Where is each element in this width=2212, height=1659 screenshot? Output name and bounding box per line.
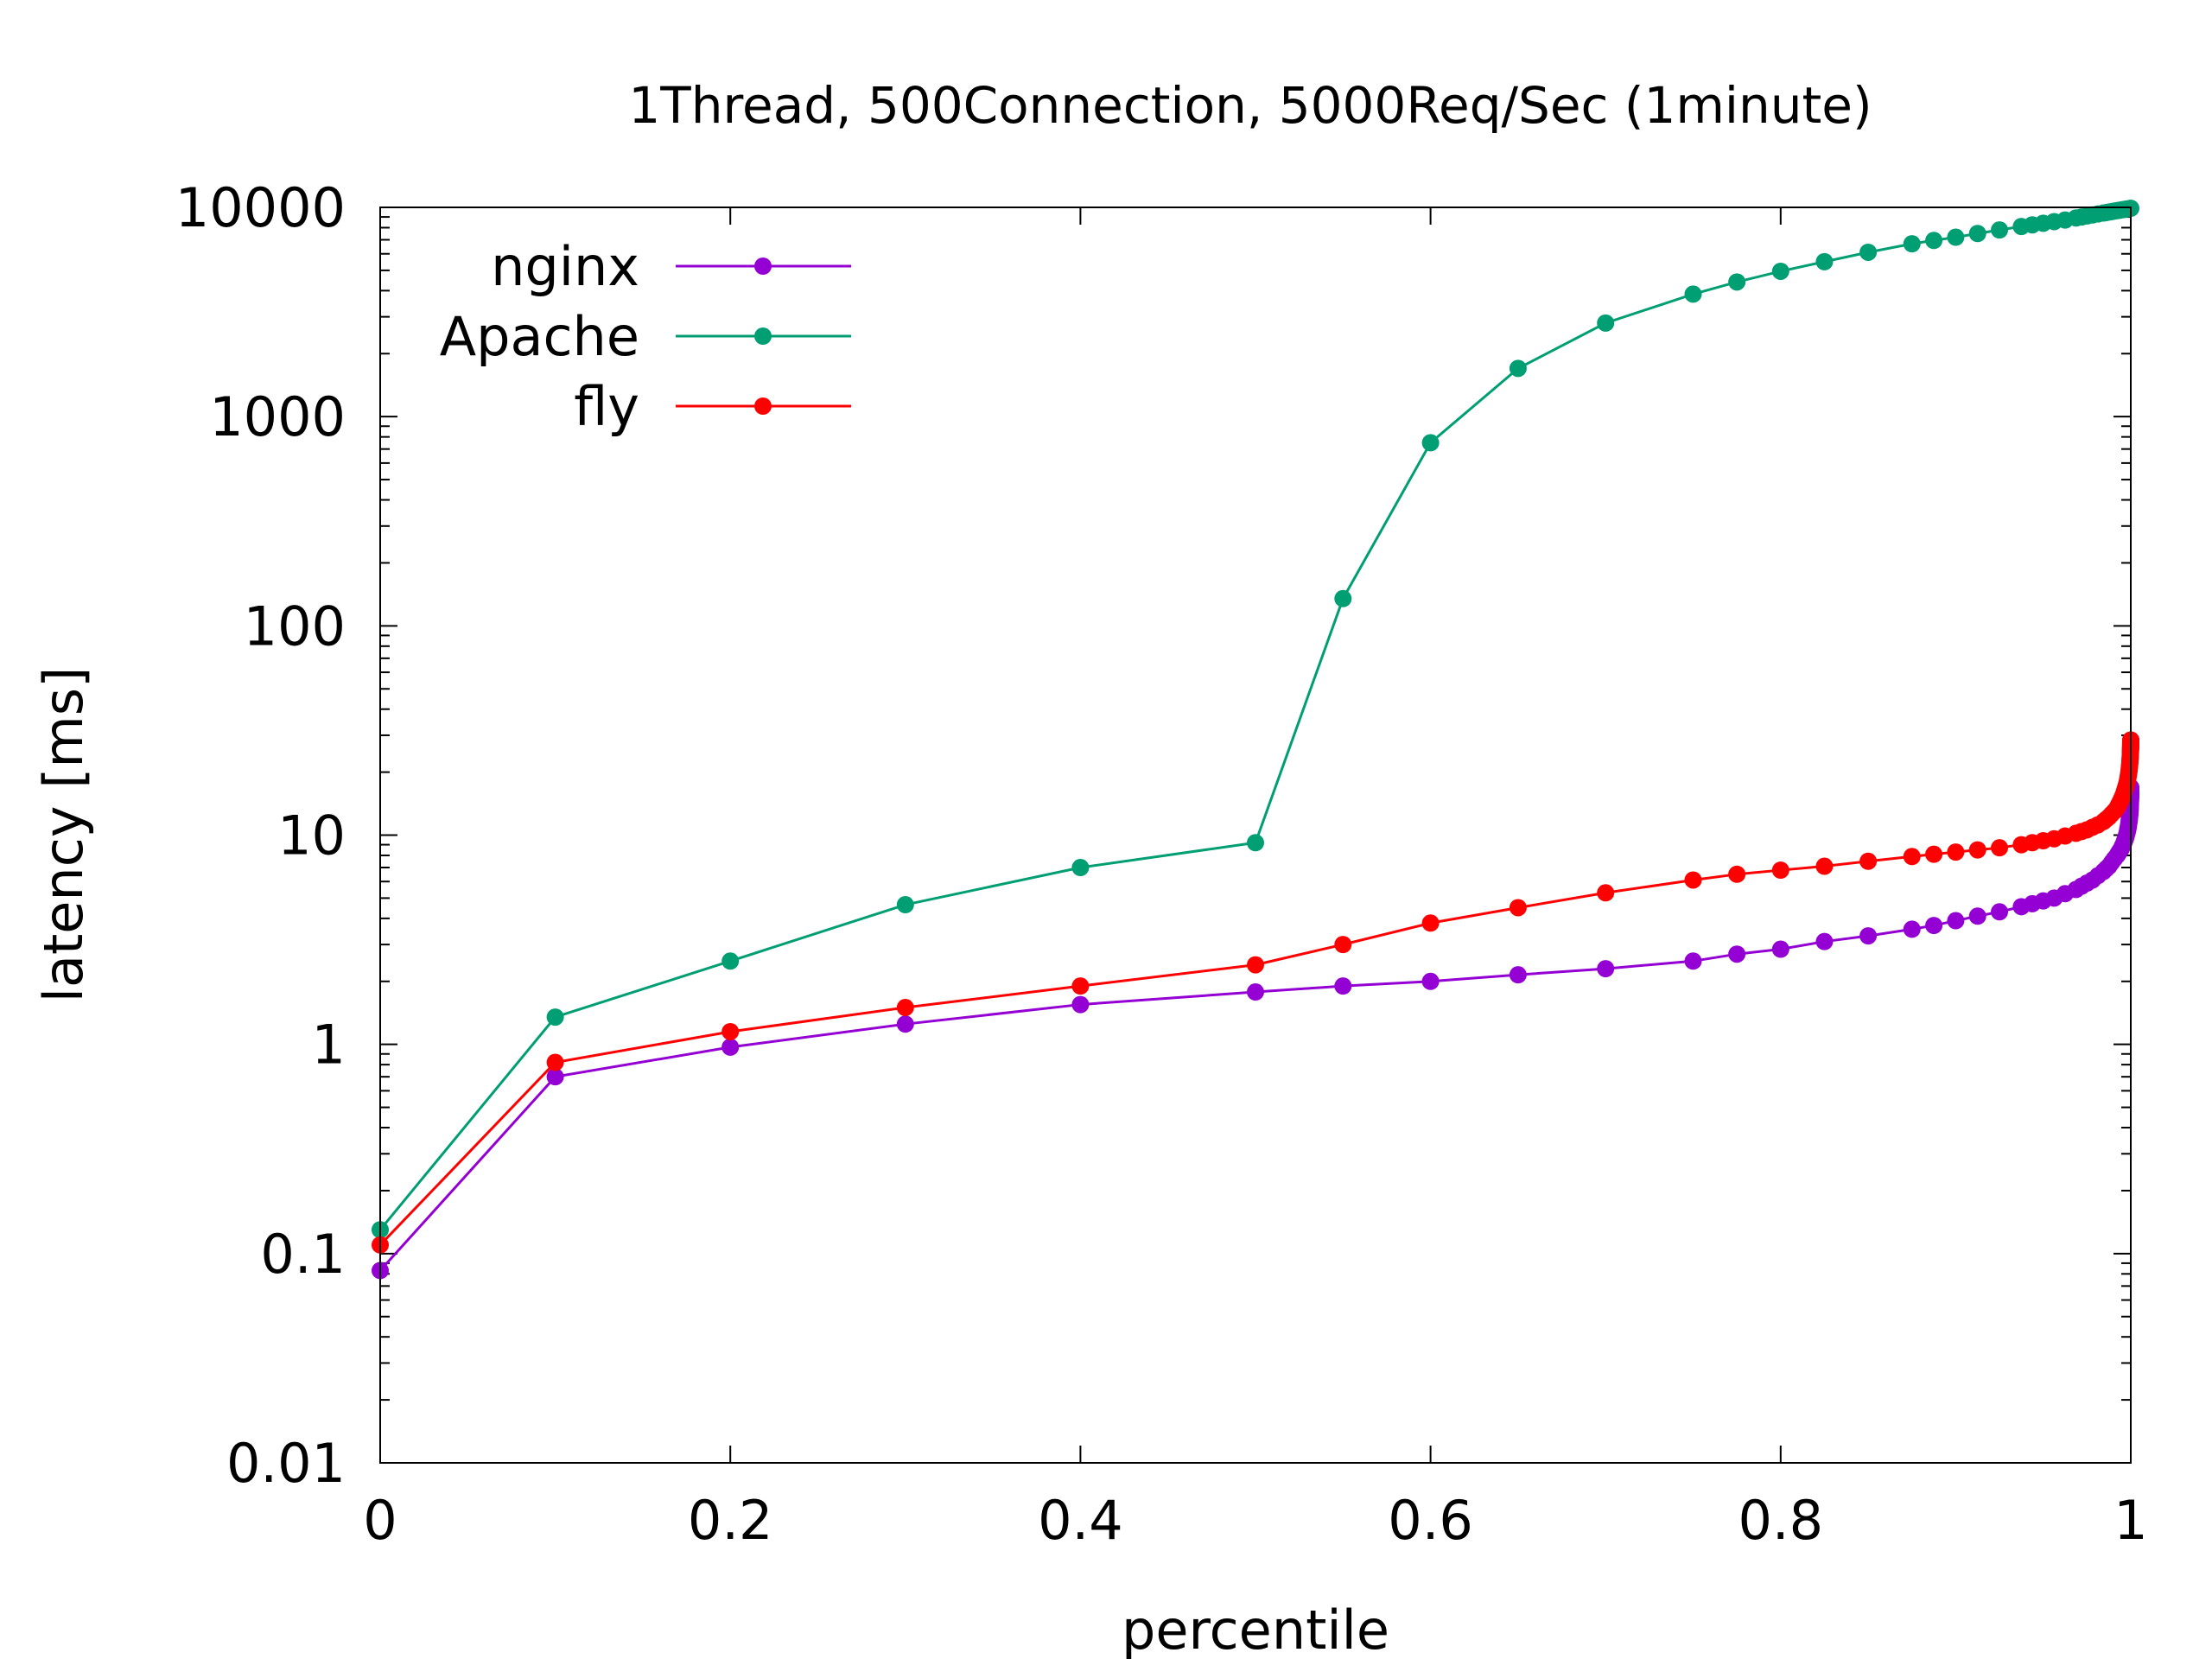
data-point-apache — [1421, 434, 1440, 452]
legend-swatch-point — [754, 257, 772, 275]
y-tick-label: 0.1 — [260, 1223, 346, 1286]
data-point-nginx — [546, 1068, 564, 1086]
data-point-nginx — [721, 1038, 740, 1056]
legend-label: fly — [574, 375, 639, 438]
data-point-nginx — [1859, 927, 1878, 945]
data-point-apache — [1728, 273, 1746, 291]
data-point-fly — [1421, 914, 1440, 932]
legend-label: Apache — [440, 305, 639, 368]
x-tick-label: 0.8 — [1738, 1489, 1823, 1552]
x-tick-label: 0.2 — [688, 1489, 773, 1552]
data-point-fly — [1684, 871, 1702, 889]
legend-item-fly: fly — [574, 375, 851, 438]
data-point-nginx — [1947, 912, 1965, 930]
data-point-apache — [1071, 859, 1090, 877]
data-point-nginx — [1071, 995, 1090, 1014]
data-point-fly — [1925, 845, 1943, 863]
legend-item-nginx: nginx — [491, 235, 851, 298]
legend: nginx Apache fly — [440, 235, 851, 438]
data-point-nginx — [1903, 920, 1921, 938]
data-point-fly — [1509, 899, 1527, 917]
axis-tick-labels: 0 0.2 0.4 0.6 0.8 1 0.01 0.1 1 10 100 1000 10000 — [175, 176, 2148, 1552]
data-point-nginx — [1991, 903, 2009, 921]
legend-item-apache: Apache — [440, 305, 851, 368]
data-point-apache — [1859, 243, 1878, 261]
legend-label: nginx — [491, 235, 639, 298]
data-point-nginx — [1925, 917, 1943, 935]
x-tick-label: 1 — [2113, 1489, 2147, 1552]
data-point-fly — [1947, 843, 1965, 861]
y-tick-label: 100 — [244, 594, 346, 658]
data-point-fly — [1903, 848, 1921, 866]
data-point-apache — [1968, 225, 1986, 243]
y-tick-label: 0.01 — [226, 1432, 346, 1495]
data-point-nginx — [1421, 972, 1440, 990]
data-point-nginx — [1815, 932, 1834, 950]
data-point-apache — [1903, 235, 1921, 253]
data-point-apache — [1597, 314, 1615, 332]
data-point-apache — [1925, 232, 1943, 250]
data-point-fly — [546, 1053, 564, 1071]
y-tick-label: 1000 — [209, 385, 346, 448]
data-point-nginx — [1334, 977, 1352, 995]
data-point-nginx — [1728, 945, 1746, 963]
data-point-apache — [1334, 589, 1352, 607]
data-point-nginx — [1509, 966, 1527, 984]
data-point-apache — [1771, 262, 1789, 280]
data-point-fly — [1859, 852, 1878, 870]
data-point-fly — [1991, 839, 2009, 857]
y-tick-label: 1 — [312, 1014, 346, 1077]
data-point-fly — [1071, 977, 1090, 995]
x-axis-label: percentile — [1122, 1599, 1389, 1659]
data-point-apache — [546, 1008, 564, 1027]
data-point-fly — [1968, 841, 1986, 859]
data-point-nginx — [1771, 940, 1789, 958]
data-point-apache — [1247, 834, 1264, 852]
y-tick-label: 10000 — [175, 176, 346, 239]
data-point-nginx — [1684, 952, 1702, 970]
legend-swatch-point — [754, 397, 772, 415]
data-point-fly — [1815, 857, 1834, 875]
chart-title: 1Thread, 500Connection, 5000Req/Sec (1mi… — [628, 76, 1872, 135]
data-point-nginx — [1247, 983, 1264, 1001]
plot-frame — [379, 207, 2132, 1464]
y-axis-label: latency [ms] — [32, 667, 95, 1003]
x-tick-label: 0 — [363, 1489, 397, 1552]
data-point-apache — [1509, 359, 1527, 378]
data-point-apache — [721, 952, 740, 970]
legend-swatch-point — [754, 327, 772, 345]
x-tick-label: 0.4 — [1038, 1489, 1123, 1552]
data-point-apache — [1947, 228, 1965, 246]
data-point-fly — [1247, 956, 1264, 974]
data-point-fly — [1728, 865, 1746, 883]
x-tick-label: 0.6 — [1388, 1489, 1473, 1552]
data-point-fly — [1334, 936, 1352, 954]
data-point-apache — [1991, 221, 2009, 239]
data-point-nginx — [1597, 960, 1615, 978]
data-point-nginx — [1968, 907, 1986, 925]
y-tick-label: 10 — [277, 804, 346, 868]
series-apache — [372, 200, 2139, 1239]
data-point-fly — [1597, 884, 1615, 902]
data-point-fly — [1771, 861, 1789, 880]
data-point-fly — [721, 1022, 740, 1040]
data-point-nginx — [896, 1015, 914, 1033]
data-point-fly — [896, 999, 914, 1017]
data-point-apache — [1684, 285, 1702, 303]
data-point-apache — [896, 896, 914, 914]
data-point-apache — [1815, 252, 1834, 270]
